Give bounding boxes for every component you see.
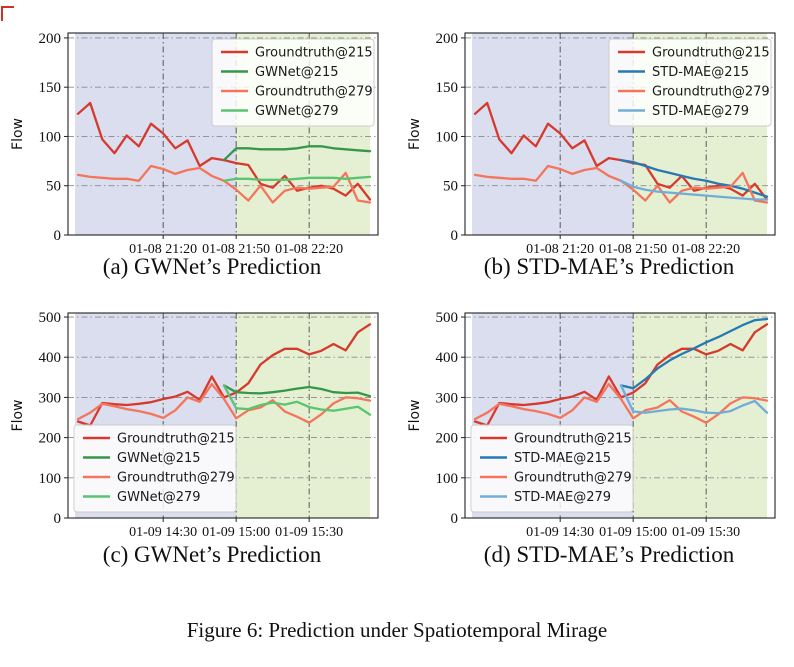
chart-c-gwnet-prediction: 0 100 200 300 400 500 01-09 14:30 01-09 15:00 01… <box>10 310 379 540</box>
legend-label-STD-MAE@279: STD-MAE@279 <box>652 104 749 119</box>
x-tick-label: 01-09 15:30 <box>275 525 343 540</box>
y-axis-label: Flow <box>407 400 423 432</box>
legend-box <box>470 424 634 513</box>
history-region <box>472 33 634 235</box>
legend-label-STD-MAE@279: STD-MAE@279 <box>514 490 611 505</box>
x-tick-label: 01-09 15:30 <box>672 525 740 540</box>
legend: Groundtruth@215 GWNet@215 Groundtruth@279 G… <box>211 38 375 127</box>
subcaption-b: (b) STD-MAE’s Prediction <box>483 254 735 279</box>
legend-label-GWNet@215: GWNet@215 <box>117 451 201 466</box>
y-tick-label: 500 <box>39 310 62 326</box>
plot-frame <box>464 32 776 236</box>
y-axis-label: Flow <box>10 118 26 150</box>
y-tick-label: 500 <box>436 310 459 326</box>
legend: Groundtruth@215 GWNet@215 Groundtruth@279 G… <box>73 424 237 513</box>
series-line-GWNet@215 <box>222 145 372 162</box>
subcaption-d: (d) STD-MAE’s Prediction <box>483 542 735 567</box>
subcaption-c: (c) GWNet’s Prediction <box>102 542 322 567</box>
legend-box <box>608 38 772 127</box>
corner-mark <box>1 6 14 21</box>
legend-label-Groundtruth@215: Groundtruth@215 <box>652 46 770 61</box>
x-tick-label: 01-09 14:30 <box>526 525 594 540</box>
y-tick-label: 150 <box>436 80 459 96</box>
legend-label-STD-MAE@215: STD-MAE@215 <box>514 451 611 466</box>
y-tick-label: 200 <box>39 431 62 447</box>
y-tick-label: 100 <box>436 471 459 487</box>
x-tick-label: 01-08 22:20 <box>672 242 740 257</box>
legend: Groundtruth@215 STD-MAE@215 Groundtruth@27… <box>470 424 634 513</box>
y-tick-label: 400 <box>39 350 62 366</box>
y-tick-label: 400 <box>436 350 459 366</box>
y-tick-label: 0 <box>451 511 459 527</box>
y-tick-label: 150 <box>39 80 62 96</box>
x-tick-label: 01-09 14:30 <box>129 525 197 540</box>
y-tick-label: 300 <box>436 390 459 406</box>
x-tick-label: 01-08 21:50 <box>599 242 667 257</box>
series-line-STD-MAE@215 <box>619 317 769 390</box>
series-line-STD-MAE@215 <box>619 158 769 198</box>
legend-label-Groundtruth@279: Groundtruth@279 <box>117 471 235 486</box>
y-tick-label: 0 <box>54 228 62 244</box>
history-region <box>75 33 237 235</box>
chart-b-stdmae-prediction: 0 50 100 150 200 01-08 21:20 01-08 21:50 01-08 … <box>407 31 776 257</box>
y-tick-label: 50 <box>443 179 458 195</box>
x-tick-label: 01-08 21:20 <box>129 242 197 257</box>
legend-label-STD-MAE@215: STD-MAE@215 <box>652 65 749 80</box>
legend-label-Groundtruth@215: Groundtruth@215 <box>255 46 373 61</box>
series-line-Groundtruth@279 <box>76 382 372 424</box>
series-line-STD-MAE@279 <box>619 384 769 415</box>
legend: Groundtruth@215 STD-MAE@215 Groundtruth@27… <box>608 38 772 127</box>
subcaption-a: (a) GWNet’s Prediction <box>102 254 322 279</box>
series-line-GWNet@279 <box>222 384 372 416</box>
legend-label-Groundtruth@215: Groundtruth@215 <box>117 432 235 447</box>
y-tick-label: 0 <box>451 228 459 244</box>
x-tick-label: 01-09 15:00 <box>599 525 667 540</box>
chart-d-stdmae-prediction: 0 100 200 300 400 500 01-09 14:30 01-09 15:00 01… <box>407 310 776 540</box>
legend-label-Groundtruth@279: Groundtruth@279 <box>514 471 632 486</box>
y-tick-label: 200 <box>436 31 459 47</box>
plot-frame <box>67 32 379 236</box>
legend-label-GWNet@279: GWNet@279 <box>255 104 339 119</box>
x-tick-label: 01-08 21:20 <box>526 242 594 257</box>
series-line-STD-MAE@279 <box>619 179 769 201</box>
legend-label-GWNet@279: GWNet@279 <box>117 490 201 505</box>
legend-label-Groundtruth@279: Groundtruth@279 <box>255 85 373 100</box>
y-tick-label: 200 <box>39 31 62 47</box>
y-tick-label: 100 <box>39 129 62 145</box>
legend-box <box>211 38 375 127</box>
y-tick-label: 50 <box>46 179 61 195</box>
y-axis-label: Flow <box>407 118 423 150</box>
chart-a-gwnet-prediction: 0 50 100 150 200 01-08 21:20 01-08 21:50 01-08 … <box>10 31 379 257</box>
series-line-GWNet@215 <box>222 384 372 398</box>
legend-box <box>73 424 237 513</box>
y-tick-label: 300 <box>39 390 62 406</box>
y-axis-label: Flow <box>10 400 26 432</box>
series-line-Groundtruth@279 <box>473 382 769 424</box>
series-line-GWNet@279 <box>222 175 372 182</box>
legend-label-Groundtruth@215: Groundtruth@215 <box>514 432 632 447</box>
y-tick-label: 100 <box>39 471 62 487</box>
figure-caption: Figure 6: Prediction under Spatiotempora… <box>186 618 608 642</box>
plot-frame <box>464 312 776 519</box>
plot-frame <box>67 312 379 519</box>
y-tick-label: 100 <box>436 129 459 145</box>
legend-label-Groundtruth@279: Groundtruth@279 <box>652 85 770 100</box>
legend-label-GWNet@215: GWNet@215 <box>255 65 339 80</box>
x-tick-label: 01-09 15:00 <box>202 525 270 540</box>
y-tick-label: 200 <box>436 431 459 447</box>
x-tick-label: 01-08 21:50 <box>202 242 270 257</box>
x-tick-label: 01-08 22:20 <box>275 242 343 257</box>
y-tick-label: 0 <box>54 511 62 527</box>
